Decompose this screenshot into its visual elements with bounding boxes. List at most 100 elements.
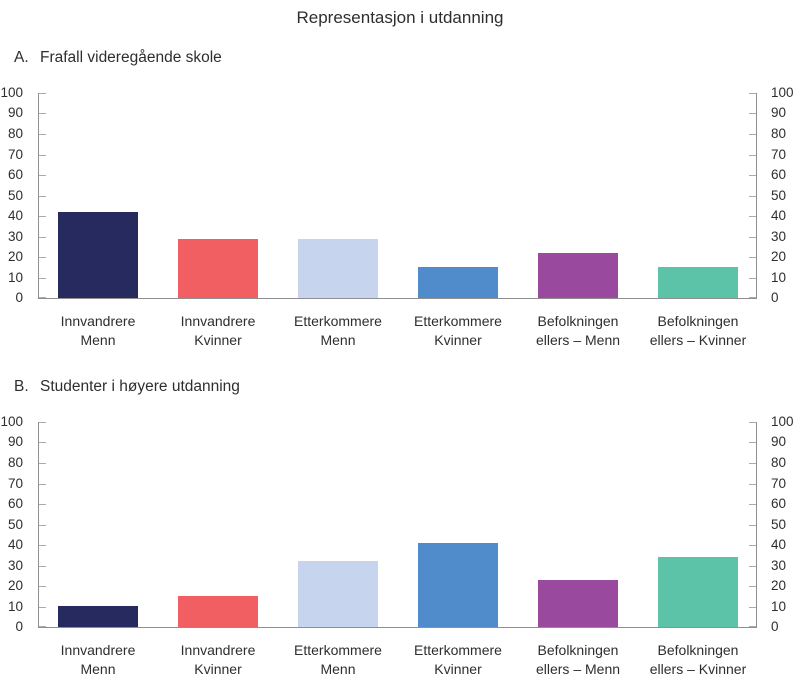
y-tick-left bbox=[39, 237, 46, 238]
y-tick-label-right: 100 bbox=[771, 414, 794, 429]
panel-b-letter: B. bbox=[14, 378, 29, 395]
y-tick-label-left: 0 bbox=[15, 619, 23, 634]
y-tick-left bbox=[39, 196, 46, 197]
plot-area-panel-a bbox=[38, 93, 757, 299]
y-tick-left bbox=[39, 525, 46, 526]
y-tick-right bbox=[749, 93, 756, 94]
x-category-label: Etterkommere Kvinner bbox=[414, 313, 502, 348]
y-tick-left bbox=[39, 278, 46, 279]
y-tick-right bbox=[749, 463, 756, 464]
y-tick-label-left: 30 bbox=[7, 558, 23, 573]
bar-innvandrere-kvinner bbox=[178, 596, 258, 627]
bar-etterkommere-kvinner bbox=[418, 267, 498, 298]
y-tick-label-right: 80 bbox=[771, 455, 787, 470]
bar-innvandrere-menn bbox=[58, 606, 138, 627]
panel-a-letter: A. bbox=[14, 49, 29, 66]
x-category-label: Befolkningen ellers – Kvinner bbox=[649, 313, 747, 348]
y-tick-right bbox=[749, 504, 756, 505]
y-tick-left bbox=[39, 216, 46, 217]
y-tick-label-right: 10 bbox=[771, 270, 787, 285]
y-tick-label-right: 0 bbox=[771, 619, 779, 634]
y-tick-right bbox=[749, 607, 756, 608]
y-tick-label-left: 60 bbox=[7, 167, 23, 182]
y-tick-left bbox=[39, 175, 46, 176]
y-tick-left bbox=[39, 155, 46, 156]
plot-area-panel-b bbox=[38, 422, 757, 628]
y-tick-label-right: 90 bbox=[771, 434, 787, 449]
y-tick-label-right: 40 bbox=[771, 537, 787, 552]
y-tick-label-left: 90 bbox=[7, 434, 23, 449]
panel-b-title: B. Studenter i høyere utdanning bbox=[14, 378, 240, 396]
y-tick-left bbox=[39, 607, 46, 608]
y-tick-label-right: 60 bbox=[771, 496, 787, 511]
y-tick-left bbox=[39, 545, 46, 546]
y-tick-left bbox=[39, 442, 46, 443]
bar-befolkningen-ellers-–-menn bbox=[538, 580, 618, 627]
y-tick-right bbox=[749, 155, 756, 156]
y-tick-left bbox=[39, 504, 46, 505]
y-tick-left bbox=[39, 297, 46, 298]
y-tick-label-left: 100 bbox=[0, 85, 23, 100]
y-tick-label-left: 100 bbox=[0, 414, 23, 429]
y-tick-right bbox=[749, 566, 756, 567]
y-tick-label-right: 90 bbox=[771, 105, 787, 120]
y-tick-right bbox=[749, 525, 756, 526]
y-tick-right bbox=[749, 442, 756, 443]
y-tick-left bbox=[39, 93, 46, 94]
x-category-label: Etterkommere Kvinner bbox=[414, 642, 502, 677]
x-category-label: Etterkommere Menn bbox=[294, 313, 382, 348]
panel-b-title-text: Studenter i høyere utdanning bbox=[40, 378, 240, 395]
y-tick-label-right: 20 bbox=[771, 578, 787, 593]
bar-befolkningen-ellers-–-menn bbox=[538, 253, 618, 298]
bar-innvandrere-menn bbox=[58, 212, 138, 298]
y-tick-label-left: 20 bbox=[7, 249, 23, 264]
y-tick-label-left: 30 bbox=[7, 229, 23, 244]
y-tick-label-right: 10 bbox=[771, 599, 787, 614]
x-category-label: Innvandrere Menn bbox=[60, 642, 136, 677]
y-tick-left bbox=[39, 586, 46, 587]
y-tick-left bbox=[39, 566, 46, 567]
y-tick-left bbox=[39, 484, 46, 485]
y-tick-right bbox=[749, 545, 756, 546]
y-tick-label-right: 0 bbox=[771, 290, 779, 305]
y-tick-label-left: 70 bbox=[7, 147, 23, 162]
y-tick-label-left: 40 bbox=[7, 208, 23, 223]
x-category-label: Innvandrere Menn bbox=[60, 313, 136, 348]
y-tick-left bbox=[39, 422, 46, 423]
y-tick-label-left: 10 bbox=[7, 599, 23, 614]
x-category-label: Etterkommere Menn bbox=[294, 642, 382, 677]
y-tick-left bbox=[39, 134, 46, 135]
y-tick-label-right: 40 bbox=[771, 208, 787, 223]
y-tick-right bbox=[749, 113, 756, 114]
y-tick-left bbox=[39, 626, 46, 627]
y-tick-right bbox=[749, 175, 756, 176]
y-tick-right bbox=[749, 484, 756, 485]
y-tick-label-left: 50 bbox=[7, 188, 23, 203]
bar-etterkommere-menn bbox=[298, 239, 378, 298]
y-tick-left bbox=[39, 113, 46, 114]
y-tick-right bbox=[749, 626, 756, 627]
y-tick-label-right: 30 bbox=[771, 229, 787, 244]
y-tick-label-left: 40 bbox=[7, 537, 23, 552]
x-category-label: Innvandrere Kvinner bbox=[180, 313, 256, 348]
y-tick-label-right: 30 bbox=[771, 558, 787, 573]
y-tick-right bbox=[749, 257, 756, 258]
figure-title: Representasjon i utdanning bbox=[296, 8, 504, 27]
y-tick-right bbox=[749, 422, 756, 423]
y-tick-right bbox=[749, 278, 756, 279]
y-tick-label-left: 10 bbox=[7, 270, 23, 285]
y-tick-left bbox=[39, 463, 46, 464]
y-tick-label-left: 80 bbox=[7, 126, 23, 141]
y-tick-label-left: 50 bbox=[7, 517, 23, 532]
y-tick-right bbox=[749, 196, 756, 197]
y-tick-label-right: 20 bbox=[771, 249, 787, 264]
y-tick-label-right: 50 bbox=[771, 517, 787, 532]
bar-innvandrere-kvinner bbox=[178, 239, 258, 298]
bar-etterkommere-kvinner bbox=[418, 543, 498, 627]
y-tick-label-left: 90 bbox=[7, 105, 23, 120]
x-category-label: Innvandrere Kvinner bbox=[180, 642, 256, 677]
y-tick-right bbox=[749, 586, 756, 587]
panel-a-title: A. Frafall videregående skole bbox=[14, 49, 222, 67]
y-tick-label-left: 70 bbox=[7, 476, 23, 491]
